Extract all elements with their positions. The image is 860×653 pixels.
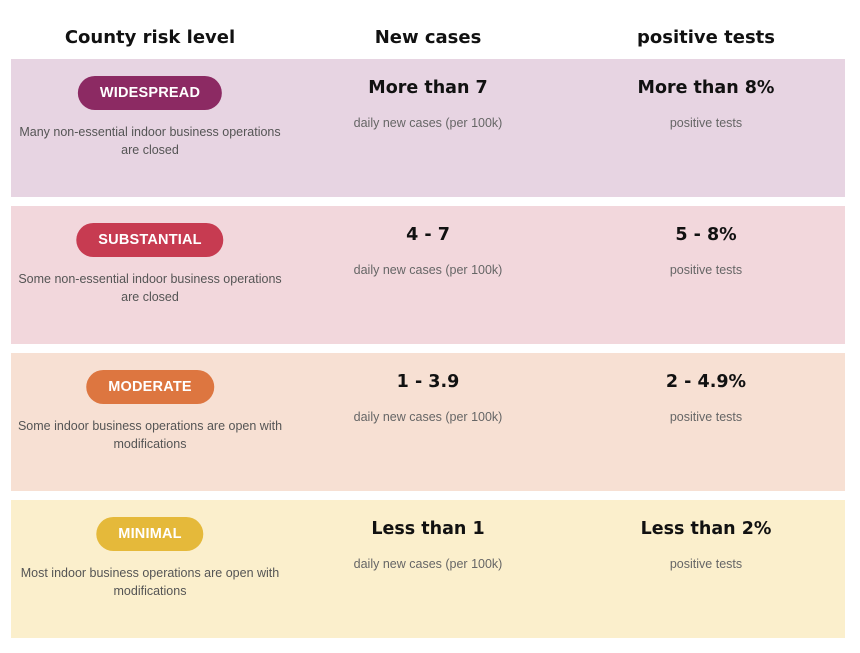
positive-tests-label: positive tests <box>669 410 743 424</box>
positive-tests-label: positive tests <box>669 263 743 277</box>
risk-level-cell: MINIMAL Most indoor business operations … <box>11 500 289 638</box>
risk-description-line: modifications <box>113 584 187 598</box>
tier-row-minimal: MINIMAL Most indoor business operations … <box>11 500 845 638</box>
risk-description-line: Most indoor business operations are open… <box>20 566 280 580</box>
positive-tests-value: 5 - 8% <box>675 225 737 245</box>
table-header: County risk level New cases positive tes… <box>11 24 845 54</box>
risk-badge-moderate: MODERATE <box>86 370 214 404</box>
new-cases-value: Less than 1 <box>371 519 485 539</box>
positive-tests-value: Less than 2% <box>640 519 772 539</box>
risk-description-line: Some indoor business operations are open… <box>17 419 283 433</box>
risk-badge-substantial: SUBSTANTIAL <box>76 223 224 257</box>
risk-description-line: are closed <box>121 290 179 304</box>
positive-tests-cell: 5 - 8% positive tests <box>567 206 845 344</box>
risk-level-cell: MODERATE Some indoor business operations… <box>11 353 289 491</box>
risk-description: Most indoor business operations are open… <box>11 564 289 600</box>
positive-tests-label: positive tests <box>669 116 743 130</box>
risk-level-cell: SUBSTANTIAL Some non-essential indoor bu… <box>11 206 289 344</box>
risk-badge-minimal: MINIMAL <box>96 517 204 551</box>
tier-row-moderate: MODERATE Some indoor business operations… <box>11 353 845 491</box>
risk-description-line: Some non-essential indoor business opera… <box>18 272 282 286</box>
tier-row-substantial: SUBSTANTIAL Some non-essential indoor bu… <box>11 206 845 344</box>
risk-description: Some non-essential indoor business opera… <box>11 270 289 306</box>
risk-description-line: modifications <box>113 437 187 451</box>
new-cases-cell: Less than 1 daily new cases (per 100k) <box>289 500 567 638</box>
header-new-cases: New cases <box>374 27 482 48</box>
new-cases-cell: 1 - 3.9 daily new cases (per 100k) <box>289 353 567 491</box>
risk-level-cell: WIDESPREAD Many non-essential indoor bus… <box>11 59 289 197</box>
new-cases-value: 1 - 3.9 <box>396 372 460 392</box>
tier-row-widespread: WIDESPREAD Many non-essential indoor bus… <box>11 59 845 197</box>
new-cases-value: 4 - 7 <box>406 225 450 245</box>
new-cases-label: daily new cases (per 100k) <box>353 557 503 571</box>
risk-description: Many non-essential indoor business opera… <box>11 123 289 159</box>
positive-tests-cell: Less than 2% positive tests <box>567 500 845 638</box>
new-cases-label: daily new cases (per 100k) <box>353 263 503 277</box>
risk-description-line: are closed <box>121 143 179 157</box>
new-cases-cell: More than 7 daily new cases (per 100k) <box>289 59 567 197</box>
header-positive-tests: positive tests <box>637 27 775 48</box>
positive-tests-value: 2 - 4.9% <box>665 372 747 392</box>
header-risk-level: County risk level <box>64 27 236 48</box>
positive-tests-cell: More than 8% positive tests <box>567 59 845 197</box>
positive-tests-value: More than 8% <box>637 78 775 98</box>
new-cases-label: daily new cases (per 100k) <box>353 116 503 130</box>
positive-tests-label: positive tests <box>669 557 743 571</box>
risk-description: Some indoor business operations are open… <box>11 417 289 453</box>
new-cases-label: daily new cases (per 100k) <box>353 410 503 424</box>
risk-description-line: Many non-essential indoor business opera… <box>19 125 281 139</box>
risk-badge-widespread: WIDESPREAD <box>77 76 223 110</box>
positive-tests-cell: 2 - 4.9% positive tests <box>567 353 845 491</box>
new-cases-cell: 4 - 7 daily new cases (per 100k) <box>289 206 567 344</box>
new-cases-value: More than 7 <box>368 78 488 98</box>
